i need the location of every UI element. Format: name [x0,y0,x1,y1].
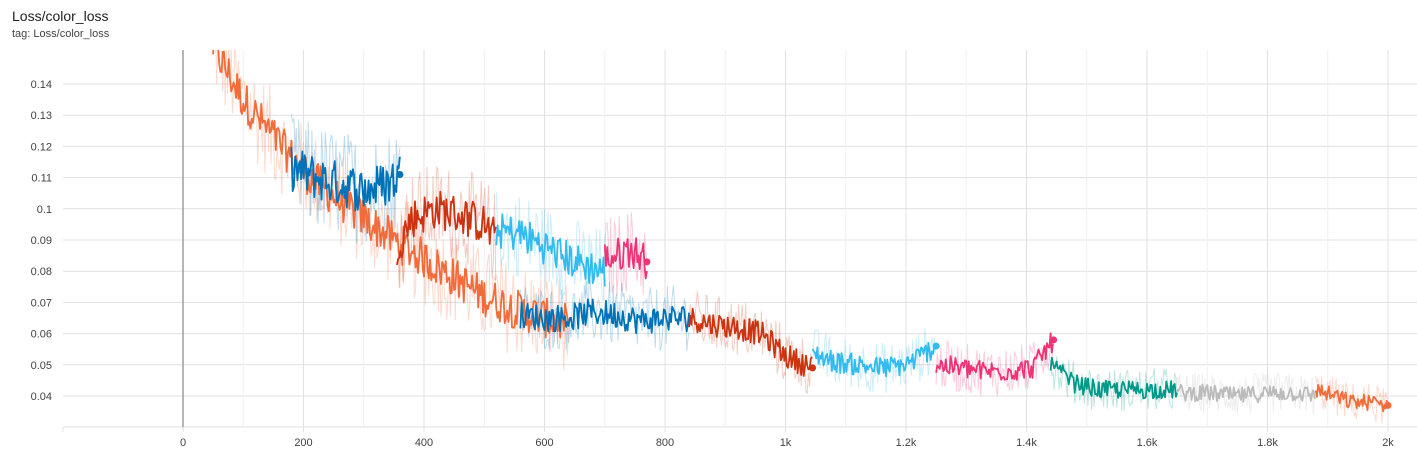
y-tick-label: 0.1 [37,204,52,216]
chart-tag: tag: Loss/color_loss [12,28,110,40]
smoothed-series-line [811,341,936,378]
y-tick-label: 0.06 [31,329,52,341]
x-tick-label: 400 [415,437,433,449]
y-tick-label: 0.05 [31,360,52,372]
y-tick-label: 0.07 [31,297,52,309]
y-tick-label: 0.04 [31,391,52,403]
smoothed-series-line [1049,356,1178,400]
smoothed-series-line [603,237,648,280]
smoothed-series-line [935,332,1054,381]
x-tick-label: 1k [780,437,792,449]
y-tick-label: 0.13 [31,110,52,122]
x-tick-label: 1.8k [1257,437,1278,449]
series-end-marker [932,342,940,350]
y-tick-label: 0.11 [31,173,52,185]
x-tick-label: 2k [1382,437,1394,449]
x-tick-label: 0 [180,437,186,449]
raw-series-line [1176,372,1316,415]
smoothed-series-line [396,190,497,266]
smoothed-series-line [290,146,401,212]
y-tick-label: 0.12 [31,141,52,153]
x-tick-label: 800 [656,437,674,449]
tick-labels: 0.04 0.05 0.06 0.07 0.08 0.09 0.1 0.11 0.12 0.13 0… [31,79,1395,449]
series-end-marker [1384,401,1392,409]
raw-series-line [935,338,1054,396]
smoothed-series-line [495,213,606,287]
series-end-marker [643,258,651,266]
raw-series-line [604,212,648,297]
x-tick-label: 600 [535,437,553,449]
smoothed-series-line [519,298,690,335]
series-end-marker [809,364,817,372]
x-tick-label: 1.6k [1137,437,1158,449]
x-tick-label: 200 [294,437,312,449]
smoothed-series-line [1314,383,1389,413]
grid [63,50,1417,428]
y-tick-label: 0.08 [31,266,52,278]
end-markers-layer [396,170,1392,409]
x-tick-label: 1.2k [896,437,917,449]
smoothed-series-line [688,307,813,377]
y-tick-label: 0.09 [31,235,52,247]
series-end-marker [1050,336,1058,344]
smoothed-series-line [212,50,570,339]
chart-title: Loss/color_loss [12,8,109,24]
x-tick-label: 1.4k [1016,437,1037,449]
raw-series-line [1315,376,1389,424]
axes [62,427,1389,432]
smoothed-series-line [1176,383,1316,404]
smoothed-series-layer [212,50,1389,413]
raw-series-line [688,291,813,395]
y-tick-label: 0.14 [31,79,52,91]
series-end-marker [396,170,404,178]
